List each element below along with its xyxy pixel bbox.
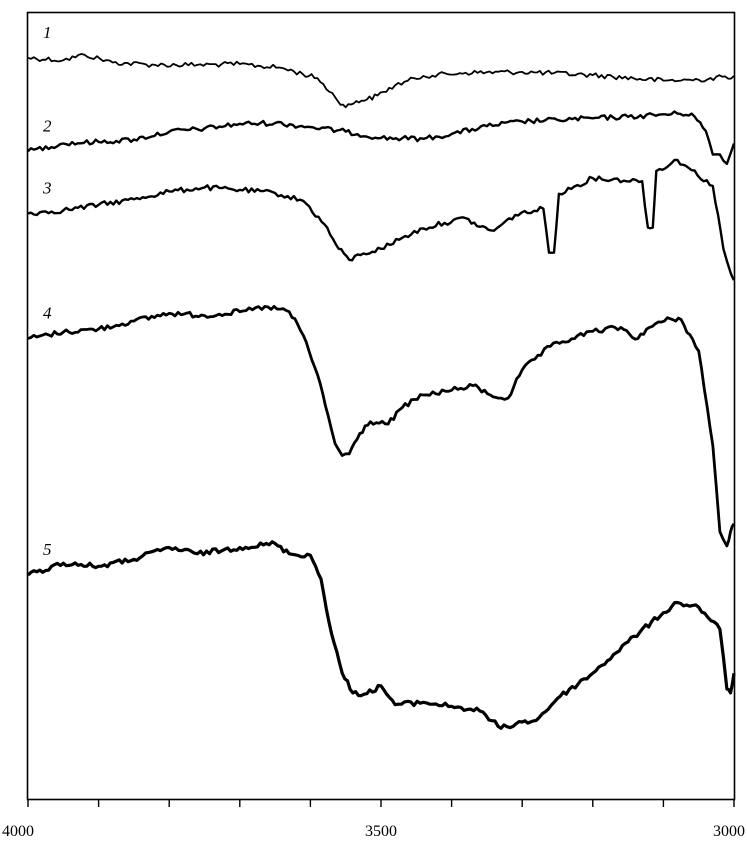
plot-frame (26, 11, 736, 801)
curve-label-1: 1 (43, 23, 52, 42)
x-tick-label-4000: 4000 (2, 823, 34, 840)
x-tick-label-3500: 3500 (365, 823, 397, 840)
x-tick-label-3000: 3000 (713, 823, 745, 840)
curve-label-5: 5 (43, 540, 52, 559)
curve-labels: 1 2 3 4 5 (42, 23, 52, 559)
spectrum-1 (27, 53, 735, 109)
spectrum-4 (27, 305, 736, 548)
curve-label-3: 3 (42, 178, 52, 197)
x-axis: 4000 3500 3000 (2, 799, 745, 840)
spectrum-3 (27, 158, 736, 281)
curve-label-2: 2 (43, 116, 52, 135)
spectrum-5 (26, 540, 736, 730)
spectrum-curves (26, 53, 736, 730)
spectrum-2 (27, 110, 736, 166)
curve-label-4: 4 (43, 303, 52, 322)
